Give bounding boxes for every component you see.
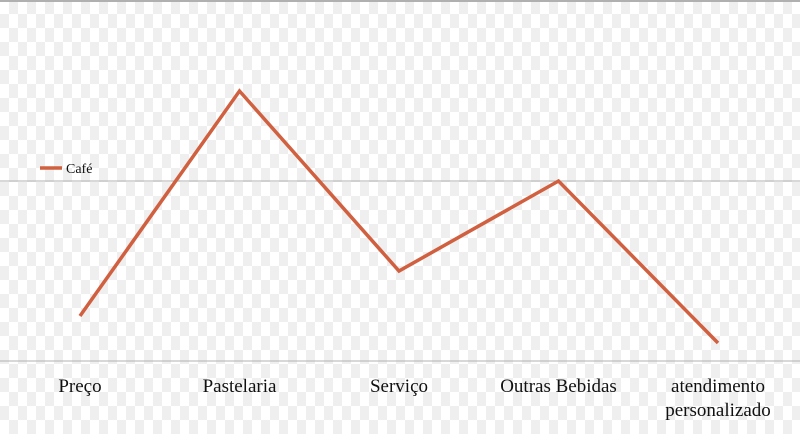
series-line — [78, 88, 720, 345]
x-tick-label: personalizado — [665, 400, 771, 421]
x-tick-label: Pastelaria — [203, 376, 277, 397]
x-tick-label: Serviço — [370, 376, 428, 397]
x-tick-label: atendimento — [671, 376, 765, 397]
x-tick-label: Outras Bebidas — [500, 376, 617, 397]
x-tick-label: Preço — [58, 376, 101, 397]
legend-label: Café — [66, 162, 92, 177]
